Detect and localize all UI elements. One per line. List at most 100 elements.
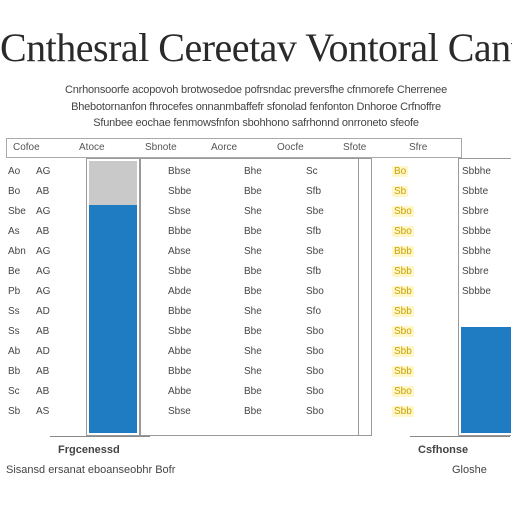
row-label: Pb: [8, 286, 21, 297]
cell-col1: Bbbe: [168, 226, 192, 237]
cell-highlight: Sbb: [392, 286, 414, 297]
cell-col1: Sbbe: [168, 326, 192, 337]
row-label: Bb: [8, 366, 21, 377]
cell-col2: She: [244, 206, 262, 217]
cell-col2: She: [244, 306, 262, 317]
row-label: Abn: [8, 246, 26, 257]
row-code: AB: [36, 366, 50, 377]
cell-col1: Bbbe: [168, 366, 192, 377]
cell-col3: Sbo: [306, 366, 324, 377]
cell-col1: Bbse: [168, 166, 191, 177]
cell-highlight: Sbb: [392, 306, 414, 317]
cell-col2: She: [244, 346, 262, 357]
cell-col1: Abse: [168, 246, 191, 257]
page-title: Cnthesral Cereetav Vontoral Cant: [0, 25, 512, 70]
bar-panel-left: [86, 158, 140, 436]
cell-right: Sbbhe: [462, 246, 491, 257]
row-label: Sb: [8, 406, 21, 417]
cell-col2: Bbe: [244, 266, 262, 277]
cell-col3: Sfb: [306, 266, 322, 277]
cell-col1: Sbbe: [168, 266, 192, 277]
cell-col3: Sbe: [306, 246, 324, 257]
cell-highlight: Bbb: [392, 246, 414, 257]
axis-line-left: [50, 436, 150, 437]
row-label: Ao: [8, 166, 21, 177]
cell-col3: Sc: [306, 166, 318, 177]
cell-col1: Abbe: [168, 346, 192, 357]
cell-highlight: Sbo: [392, 326, 414, 337]
row-code: AB: [36, 186, 50, 197]
row-label: Be: [8, 266, 21, 277]
header-cell: Oocfe: [277, 142, 304, 153]
cell-col2: Bbe: [244, 226, 262, 237]
cell-col2: Bbe: [244, 386, 262, 397]
cell-col2: Bbe: [244, 406, 262, 417]
cell-col1: Sbse: [168, 406, 191, 417]
row-code: AG: [36, 206, 51, 217]
row-label: Ab: [8, 346, 21, 357]
cell-highlight: Sbb: [392, 266, 414, 277]
cell-col3: Sbo: [306, 386, 324, 397]
header-cell: Atoce: [79, 142, 105, 153]
row-code: AB: [36, 326, 50, 337]
cell-highlight: Sbo: [392, 226, 414, 237]
footer-right-caption: Gloshe: [452, 464, 487, 476]
cell-highlight: Sbo: [392, 206, 414, 217]
intro-line-1: Cnrhonsoorfe acopovoh brotwosedoe pofrsn…: [64, 84, 448, 96]
cell-col3: Sbo: [306, 326, 324, 337]
footer-left-title: Frgcenessd: [58, 444, 120, 456]
bar-panel-right: [458, 158, 511, 436]
cell-col3: Sbe: [306, 206, 324, 217]
cell-col2: Bbe: [244, 186, 262, 197]
cell-col2: Bhe: [244, 166, 262, 177]
cell-col2: She: [244, 246, 262, 257]
bar-left-fill: [89, 205, 137, 433]
cell-right: Sbbre: [462, 266, 489, 277]
cell-col2: Bbe: [244, 286, 262, 297]
row-label: Ss: [8, 326, 20, 337]
cell-col1: Abbe: [168, 386, 192, 397]
cell-col3: Sbo: [306, 406, 324, 417]
cell-col1: Sbbe: [168, 186, 192, 197]
row-code: AG: [36, 166, 51, 177]
cell-col3: Sbo: [306, 346, 324, 357]
cell-highlight: Sbb: [392, 366, 414, 377]
bar-right-fill: [461, 327, 511, 433]
cell-right: Sbbbe: [462, 226, 491, 237]
cell-right: Sbbte: [462, 186, 489, 197]
header-cell: Sbnote: [145, 142, 177, 153]
row-label: Sc: [8, 386, 20, 397]
cell-col3: Sbo: [306, 286, 324, 297]
axis-line-right: [410, 436, 510, 437]
footer-left-caption: Sisansd ersanat eboanseobhr Bofr: [6, 464, 176, 476]
row-code: AS: [36, 406, 50, 417]
header-cell: Sfre: [409, 142, 428, 153]
divider: [358, 158, 359, 436]
cell-col3: Sfb: [306, 226, 322, 237]
row-code: AD: [36, 306, 50, 317]
intro-line-3: Sfunbee eochae fenmowsfnfon sbohhono saf…: [93, 117, 419, 129]
cell-right: Sbbre: [462, 206, 489, 217]
cell-highlight: Sbb: [392, 406, 414, 417]
cell-col1: Abde: [168, 286, 192, 297]
row-code: AB: [36, 226, 50, 237]
row-label: Sbe: [8, 206, 26, 217]
cell-highlight: Bo: [392, 166, 409, 177]
header-cell: Aorce: [211, 142, 238, 153]
cell-col3: Sfb: [306, 186, 322, 197]
header-cell: Cofoe: [13, 142, 40, 153]
cell-right: Sbbbe: [462, 286, 491, 297]
cell-col2: She: [244, 366, 262, 377]
row-label: As: [8, 226, 20, 237]
cell-highlight: Sbb: [392, 346, 414, 357]
row-code: AG: [36, 246, 51, 257]
row-code: AG: [36, 286, 51, 297]
table-header: Cofoe Atoce Sbnote Aorce Oocfe Sfote Sfre: [6, 138, 462, 158]
cell-highlight: Sbo: [392, 386, 414, 397]
row-code: AD: [36, 346, 50, 357]
row-code: AG: [36, 266, 51, 277]
footer-right-title: Csfhonse: [418, 444, 469, 456]
table-panel: [140, 158, 372, 436]
row-code: AB: [36, 386, 50, 397]
cell-highlight: Sb: [392, 186, 409, 197]
